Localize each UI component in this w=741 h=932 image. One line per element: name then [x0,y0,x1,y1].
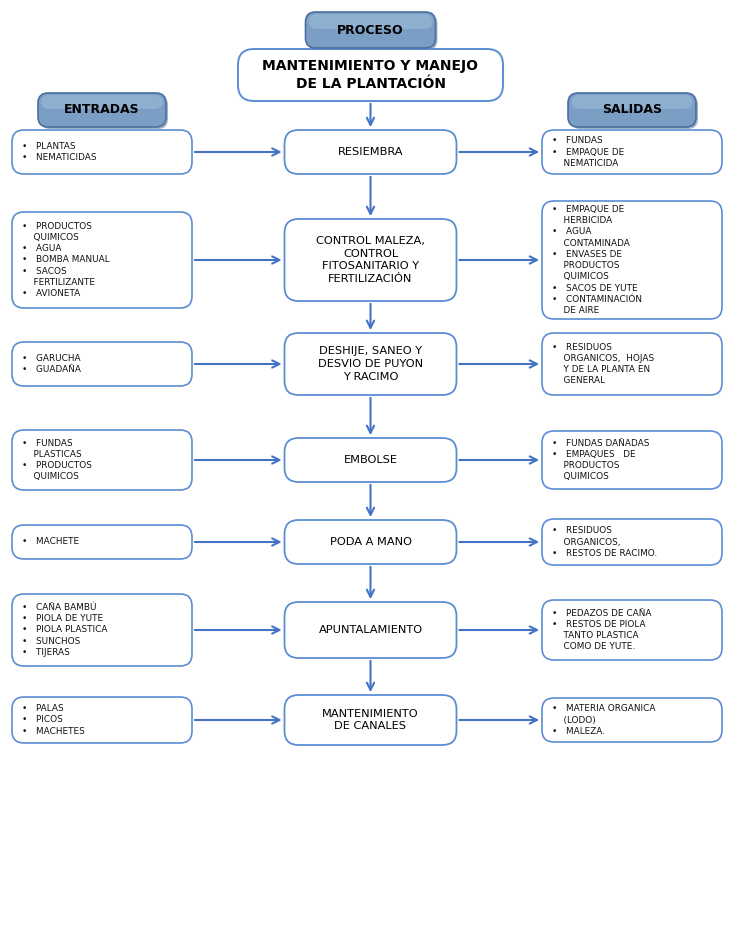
Text: ENTRADAS: ENTRADAS [64,103,140,116]
FancyBboxPatch shape [542,600,722,660]
FancyBboxPatch shape [285,219,456,301]
Text: •   PALAS
•   PICOS
•   MACHETES: • PALAS • PICOS • MACHETES [22,705,84,735]
Text: MANTENIMIENTO Y MANEJO
DE LA PLANTACIÓN: MANTENIMIENTO Y MANEJO DE LA PLANTACIÓN [262,59,479,91]
Text: SALIDAS: SALIDAS [602,103,662,116]
FancyBboxPatch shape [568,93,696,127]
FancyBboxPatch shape [308,14,437,50]
Text: •   FUNDAS DAÑADAS
•   EMPAQUES   DE
    PRODUCTOS
    QUIMICOS: • FUNDAS DAÑADAS • EMPAQUES DE PRODUCTOS… [552,439,649,481]
FancyBboxPatch shape [542,333,722,395]
FancyBboxPatch shape [38,93,166,127]
Text: •   CAÑA BAMBÚ
•   PIOLA DE YUTE
•   PIOLA PLASTICA
•   SUNCHOS
•   TIJERAS: • CAÑA BAMBÚ • PIOLA DE YUTE • PIOLA PLA… [22,603,107,657]
Text: RESIEMBRA: RESIEMBRA [338,147,403,157]
FancyBboxPatch shape [542,698,722,742]
FancyBboxPatch shape [12,212,192,308]
Text: •   PRODUCTOS
    QUIMICOS
•   AGUA
•   BOMBA MANUAL
•   SACOS
    FERTILIZANTE
: • PRODUCTOS QUIMICOS • AGUA • BOMBA MANU… [22,222,110,298]
FancyBboxPatch shape [285,520,456,564]
FancyBboxPatch shape [285,333,456,395]
Text: •   FUNDAS
•   EMPAQUE DE
    NEMATICIDA: • FUNDAS • EMPAQUE DE NEMATICIDA [552,136,624,168]
Text: •   FUNDAS
    PLASTICAS
•   PRODUCTOS
    QUIMICOS: • FUNDAS PLASTICAS • PRODUCTOS QUIMICOS [22,439,92,481]
FancyBboxPatch shape [285,695,456,745]
Text: •   MACHETE: • MACHETE [22,538,79,546]
FancyBboxPatch shape [41,95,163,109]
FancyBboxPatch shape [542,201,722,319]
FancyBboxPatch shape [12,130,192,174]
FancyBboxPatch shape [285,438,456,482]
FancyBboxPatch shape [542,431,722,489]
Text: •   RESIDUOS
    ORGANICOS,  HOJAS
    Y DE LA PLANTA EN
    GENERAL: • RESIDUOS ORGANICOS, HOJAS Y DE LA PLAN… [552,343,654,385]
FancyBboxPatch shape [12,594,192,666]
Text: •   GARUCHA
•   GUADAÑA: • GARUCHA • GUADAÑA [22,354,81,374]
Text: DESHIJE, SANEO Y
DESVIO DE PUYON
Y RACIMO: DESHIJE, SANEO Y DESVIO DE PUYON Y RACIM… [318,346,423,382]
FancyBboxPatch shape [571,95,693,109]
FancyBboxPatch shape [12,430,192,490]
FancyBboxPatch shape [12,697,192,743]
Text: EMBOLSE: EMBOLSE [344,455,397,465]
FancyBboxPatch shape [308,14,433,29]
FancyBboxPatch shape [542,519,722,565]
FancyBboxPatch shape [305,12,436,48]
FancyBboxPatch shape [12,342,192,386]
Text: CONTROL MALEZA,
CONTROL
FITOSANITARIO Y
FERTILIZACIÓN: CONTROL MALEZA, CONTROL FITOSANITARIO Y … [316,236,425,284]
FancyBboxPatch shape [12,525,192,559]
Text: •   PLANTAS
•   NEMATICIDAS: • PLANTAS • NEMATICIDAS [22,142,96,162]
Text: •   MATERIA ORGANICA
    (LODO)
•   MALEZA.: • MATERIA ORGANICA (LODO) • MALEZA. [552,705,656,735]
FancyBboxPatch shape [542,130,722,174]
Text: PODA A MANO: PODA A MANO [330,537,411,547]
FancyBboxPatch shape [285,130,456,174]
FancyBboxPatch shape [238,49,503,101]
Text: APUNTALAMIENTO: APUNTALAMIENTO [319,625,422,635]
FancyBboxPatch shape [40,95,168,129]
Text: •   EMPAQUE DE
    HERBICIDA
•   AGUA
    CONTAMINADA
•   ENVASES DE
    PRODUCT: • EMPAQUE DE HERBICIDA • AGUA CONTAMINAD… [552,205,642,315]
Text: •   PEDAZOS DE CAÑA
•   RESTOS DE PIOLA
    TANTO PLASTICA
    COMO DE YUTE.: • PEDAZOS DE CAÑA • RESTOS DE PIOLA TANT… [552,609,651,651]
FancyBboxPatch shape [570,95,698,129]
Text: •   RESIDUOS
    ORGANICOS,
•   RESTOS DE RACIMO.: • RESIDUOS ORGANICOS, • RESTOS DE RACIMO… [552,527,657,557]
Text: PROCESO: PROCESO [337,23,404,36]
Text: MANTENIMIENTO
DE CANALES: MANTENIMIENTO DE CANALES [322,708,419,732]
FancyBboxPatch shape [285,602,456,658]
